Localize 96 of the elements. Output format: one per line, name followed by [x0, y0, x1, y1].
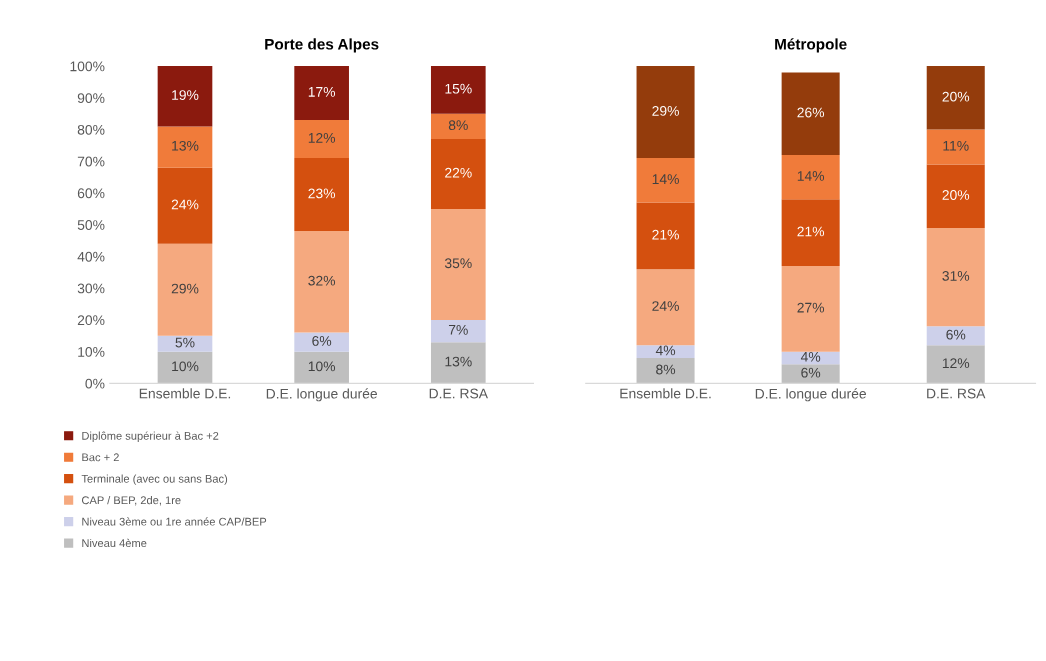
- bar: [781, 199, 840, 266]
- x-tick-label: D.E. longue durée: [755, 388, 867, 402]
- data-label: 10%: [308, 361, 336, 372]
- bar: [781, 154, 840, 200]
- bar: [926, 129, 985, 165]
- bar: [430, 66, 486, 114]
- data-label: 21%: [797, 226, 825, 237]
- bar: [157, 335, 213, 352]
- data-label: 27%: [797, 302, 825, 313]
- bar: [926, 345, 985, 384]
- data-label: 12%: [942, 358, 970, 369]
- x-tick-label: D.E. RSA: [429, 388, 488, 399]
- bar: [157, 66, 213, 127]
- bar: [294, 66, 349, 121]
- bar: [926, 164, 985, 228]
- data-label: 13%: [172, 140, 199, 151]
- data-label: 6%: [801, 367, 821, 378]
- bar: [157, 167, 213, 244]
- data-label: 6%: [312, 336, 332, 346]
- bar: [636, 269, 695, 346]
- data-label: 15%: [445, 83, 472, 94]
- bar: [430, 342, 486, 384]
- bar: [636, 158, 695, 203]
- y-tick-label: 50%: [77, 220, 105, 230]
- bar: [636, 202, 695, 270]
- bar: [294, 158, 349, 232]
- y-tick-label: 100%: [70, 61, 105, 72]
- legend-label: CAP / BEP, 2de, 1re: [81, 495, 181, 506]
- y-tick-label: 60%: [77, 188, 105, 199]
- data-label: 8%: [656, 364, 676, 375]
- data-label: 4%: [655, 345, 676, 356]
- x-tick-label: D.E. longue durée: [266, 388, 378, 402]
- bar: [294, 231, 349, 333]
- legend-label: Diplôme supérieur à Bac +2: [82, 431, 219, 442]
- bar: [430, 208, 486, 320]
- legend-label: Niveau 4ème: [82, 538, 147, 548]
- data-label: 26%: [797, 107, 825, 118]
- chart-title: Porte des Alpes: [265, 38, 379, 53]
- x-tick-label: D.E. RSA: [927, 388, 986, 399]
- y-tick-label: 20%: [77, 315, 105, 326]
- data-label: 29%: [652, 106, 679, 116]
- data-label: 6%: [946, 329, 966, 340]
- data-label: 24%: [171, 199, 199, 210]
- bar: [781, 265, 840, 352]
- bar: [157, 351, 213, 384]
- bar: [926, 227, 985, 327]
- y-tick-label: 0%: [85, 378, 105, 389]
- data-label: 13%: [445, 356, 472, 367]
- legend-label: Terminale (avec ou sans Bac): [81, 474, 228, 485]
- data-label: 20%: [942, 190, 970, 200]
- bar: [430, 319, 486, 343]
- bar: [781, 364, 840, 384]
- data-label: 19%: [172, 90, 199, 100]
- bar: [926, 66, 985, 130]
- y-tick-label: 70%: [77, 156, 105, 167]
- chart-title: Métropole: [775, 38, 847, 53]
- data-label: 4%: [800, 351, 821, 362]
- y-tick-label: 80%: [77, 124, 105, 135]
- bar: [157, 126, 213, 168]
- data-label: 31%: [942, 270, 970, 281]
- data-label: 29%: [171, 283, 199, 294]
- bar: [636, 66, 695, 159]
- data-label: 23%: [308, 188, 336, 199]
- legend-label: Niveau 3ème ou 1re année CAP/BEP: [82, 517, 267, 526]
- y-tick-label: 30%: [77, 283, 105, 294]
- data-label: 12%: [308, 132, 336, 143]
- data-label: 14%: [797, 171, 825, 181]
- bar: [926, 326, 985, 346]
- data-label: 32%: [308, 275, 336, 286]
- data-label: 10%: [172, 361, 199, 372]
- data-label: 7%: [448, 324, 468, 335]
- x-tick-label: Ensemble D.E.: [620, 388, 711, 399]
- data-label: 24%: [652, 301, 679, 311]
- y-tick-label: 40%: [77, 251, 105, 262]
- data-label: 21%: [652, 229, 679, 240]
- data-label: 20%: [942, 91, 970, 102]
- bar: [636, 358, 695, 384]
- data-label: 8%: [448, 120, 468, 131]
- bar: [430, 139, 486, 209]
- bar: [157, 243, 213, 336]
- legend-label: Bac + 2: [82, 453, 119, 462]
- data-label: 5%: [175, 337, 195, 348]
- y-tick-label: 10%: [78, 346, 105, 357]
- bar: [294, 120, 349, 159]
- data-label: 35%: [444, 258, 472, 269]
- bar: [636, 345, 695, 358]
- data-label: 17%: [308, 87, 336, 97]
- data-label: 11%: [943, 140, 969, 151]
- data-label: 14%: [652, 174, 679, 184]
- bar: [781, 72, 840, 155]
- data-label: 22%: [445, 167, 472, 178]
- bar: [294, 351, 349, 384]
- y-tick-label: 90%: [77, 93, 105, 103]
- x-tick-label: Ensemble D.E.: [139, 388, 231, 399]
- bar: [430, 113, 486, 140]
- bar: [294, 332, 349, 352]
